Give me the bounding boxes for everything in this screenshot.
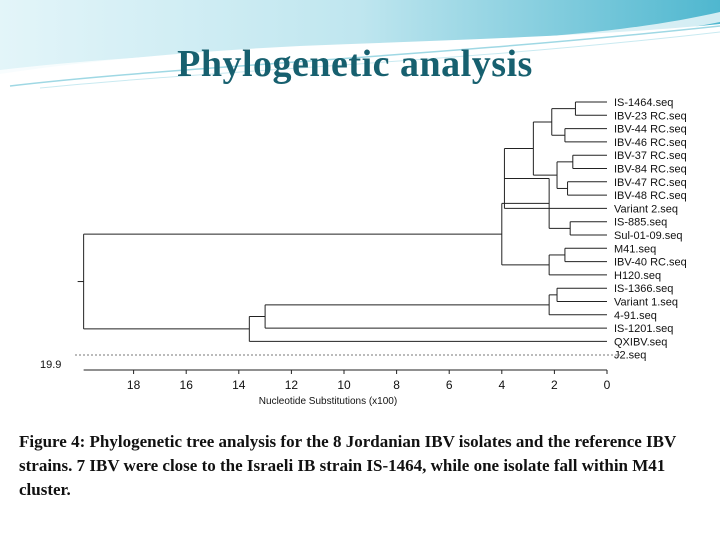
- leaf-label: IBV-46 RC.seq: [614, 137, 687, 149]
- slide-title: Phylogenetic analysis: [177, 43, 533, 85]
- root-scale-label: 19.9: [40, 359, 61, 371]
- x-tick-label: 18: [127, 378, 141, 392]
- figure-caption: Figure 4: Phylogenetic tree analysis for…: [19, 432, 676, 499]
- x-tick-label: 2: [551, 378, 558, 392]
- x-tick-label: 4: [498, 378, 505, 392]
- leaf-label: Variant 1.seq: [614, 297, 678, 309]
- x-tick-label: 6: [446, 378, 453, 392]
- leaf-label: M41.seq: [614, 243, 656, 255]
- leaf-label: IBV-23 RC.seq: [614, 110, 687, 122]
- leaf-label: 4-91.seq: [614, 310, 657, 322]
- leaf-label: QXIBV.seq: [614, 336, 667, 348]
- x-axis-label: Nucleotide Substitutions (x100): [259, 396, 397, 407]
- x-tick-label: 14: [232, 378, 246, 392]
- title-swoosh-decoration: [0, 0, 720, 89]
- x-tick-label: 10: [337, 378, 351, 392]
- leaf-label: IS-1201.seq: [614, 323, 673, 335]
- leaf-label: IS-1464.seq: [614, 97, 673, 109]
- x-tick-label: 16: [180, 378, 194, 392]
- leaf-label: IBV-44 RC.seq: [614, 124, 687, 136]
- leaf-label: IS-1366.seq: [614, 283, 673, 295]
- x-tick-label: 12: [285, 378, 299, 392]
- leaf-label: IBV-37 RC.seq: [614, 150, 687, 162]
- leaf-label: J2.seq: [614, 350, 646, 362]
- leaf-label: Variant 2.seq: [614, 203, 678, 215]
- x-tick-label: 0: [604, 378, 611, 392]
- x-tick-label: 8: [393, 378, 400, 392]
- leaf-label: H120.seq: [614, 270, 661, 282]
- leaf-label: Sul-01-09.seq: [614, 230, 683, 242]
- leaf-label: IBV-84 RC.seq: [614, 164, 687, 176]
- leaf-label: IBV-48 RC.seq: [614, 190, 687, 202]
- leaf-label: IBV-47 RC.seq: [614, 177, 687, 189]
- leaf-label: IBV-40 RC.seq: [614, 257, 687, 269]
- leaf-label: IS-885.seq: [614, 217, 667, 229]
